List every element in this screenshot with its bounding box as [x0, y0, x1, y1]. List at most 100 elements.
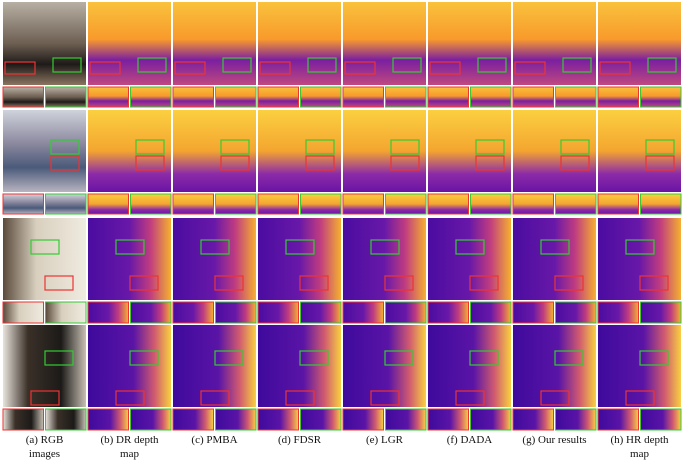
zoom-box: [384, 350, 414, 366]
zoom-box: [299, 275, 329, 291]
zoom-crop: [257, 193, 299, 215]
zoom-crop: [2, 193, 44, 215]
zoom-crop: [130, 408, 172, 431]
zoom-crop: [427, 408, 469, 431]
depth-map: [173, 325, 256, 407]
zoom-box: [259, 61, 291, 75]
rgb-image: [3, 2, 86, 85]
zoom-box: [30, 239, 60, 255]
zoom-crop: [427, 193, 469, 215]
zoom-crop: [257, 301, 299, 324]
caption: (g) Our results: [522, 434, 586, 446]
zoom-box: [129, 275, 159, 291]
zoom-box: [560, 139, 590, 155]
zoom-crop: [640, 408, 682, 431]
caption: (a) RGB: [26, 434, 64, 446]
zoom-box: [52, 57, 82, 73]
zoom-crop: [300, 408, 342, 431]
caption: (e) LGR: [366, 434, 404, 446]
zoom-crop: [45, 408, 87, 431]
depth-map: [343, 325, 426, 407]
zoom-crop: [172, 408, 214, 431]
zoom-crop: [300, 86, 342, 108]
depth-map: [258, 325, 341, 407]
depth-map: [513, 2, 596, 85]
zoom-box: [390, 155, 420, 171]
zoom-box: [285, 239, 315, 255]
zoom-crop: [45, 86, 87, 108]
zoom-crop: [427, 86, 469, 108]
zoom-box: [214, 350, 244, 366]
zoom-crop: [172, 301, 214, 324]
zoom-box: [44, 275, 74, 291]
zoom-crop: [342, 193, 384, 215]
caption: images: [29, 448, 60, 460]
zoom-crop: [300, 193, 342, 215]
zoom-crop: [2, 408, 44, 431]
depth-map: [173, 2, 256, 85]
zoom-crop: [597, 408, 639, 431]
caption: (c) PMBA: [191, 434, 237, 446]
zoom-crop: [597, 301, 639, 324]
zoom-crop: [87, 301, 129, 324]
zoom-box: [4, 61, 36, 75]
caption: map: [630, 448, 649, 460]
zoom-box: [560, 155, 590, 171]
zoom-crop: [342, 408, 384, 431]
zoom-box: [305, 155, 335, 171]
zoom-crop: [257, 408, 299, 431]
zoom-crop: [87, 408, 129, 431]
zoom-box: [44, 350, 74, 366]
zoom-crop: [215, 193, 257, 215]
zoom-box: [625, 390, 655, 406]
zoom-crop: [470, 408, 512, 431]
zoom-crop: [130, 301, 172, 324]
caption: (h) HR depth: [610, 434, 669, 446]
zoom-box: [137, 57, 167, 73]
zoom-crop: [640, 86, 682, 108]
depth-map: [88, 325, 171, 407]
zoom-crop: [257, 86, 299, 108]
zoom-crop: [215, 301, 257, 324]
zoom-crop: [512, 193, 554, 215]
zoom-crop: [512, 408, 554, 431]
depth-map: [343, 110, 426, 192]
depth-map: [513, 110, 596, 192]
depth-map: [258, 110, 341, 192]
zoom-crop: [385, 193, 427, 215]
zoom-box: [370, 239, 400, 255]
zoom-crop: [555, 408, 597, 431]
zoom-box: [625, 239, 655, 255]
depth-map: [513, 325, 596, 407]
zoom-crop: [640, 301, 682, 324]
caption: (d) FDSR: [278, 434, 322, 446]
zoom-crop: [87, 86, 129, 108]
zoom-crop: [597, 193, 639, 215]
zoom-box: [200, 239, 230, 255]
zoom-box: [645, 139, 675, 155]
zoom-crop: [512, 301, 554, 324]
zoom-box: [220, 155, 250, 171]
zoom-box: [514, 61, 546, 75]
zoom-crop: [555, 301, 597, 324]
depth-map: [428, 110, 511, 192]
zoom-crop: [215, 408, 257, 431]
zoom-crop: [130, 193, 172, 215]
depth-map: [173, 110, 256, 192]
zoom-box: [469, 350, 499, 366]
zoom-crop: [385, 301, 427, 324]
zoom-crop: [215, 86, 257, 108]
zoom-crop: [172, 193, 214, 215]
zoom-crop: [172, 86, 214, 108]
zoom-box: [392, 57, 422, 73]
depth-map: [258, 2, 341, 85]
zoom-box: [285, 390, 315, 406]
zoom-box: [554, 350, 584, 366]
zoom-box: [647, 57, 677, 73]
zoom-crop: [2, 301, 44, 324]
depth-map: [598, 325, 681, 407]
zoom-box: [639, 275, 669, 291]
zoom-box: [30, 390, 60, 406]
zoom-crop: [470, 86, 512, 108]
